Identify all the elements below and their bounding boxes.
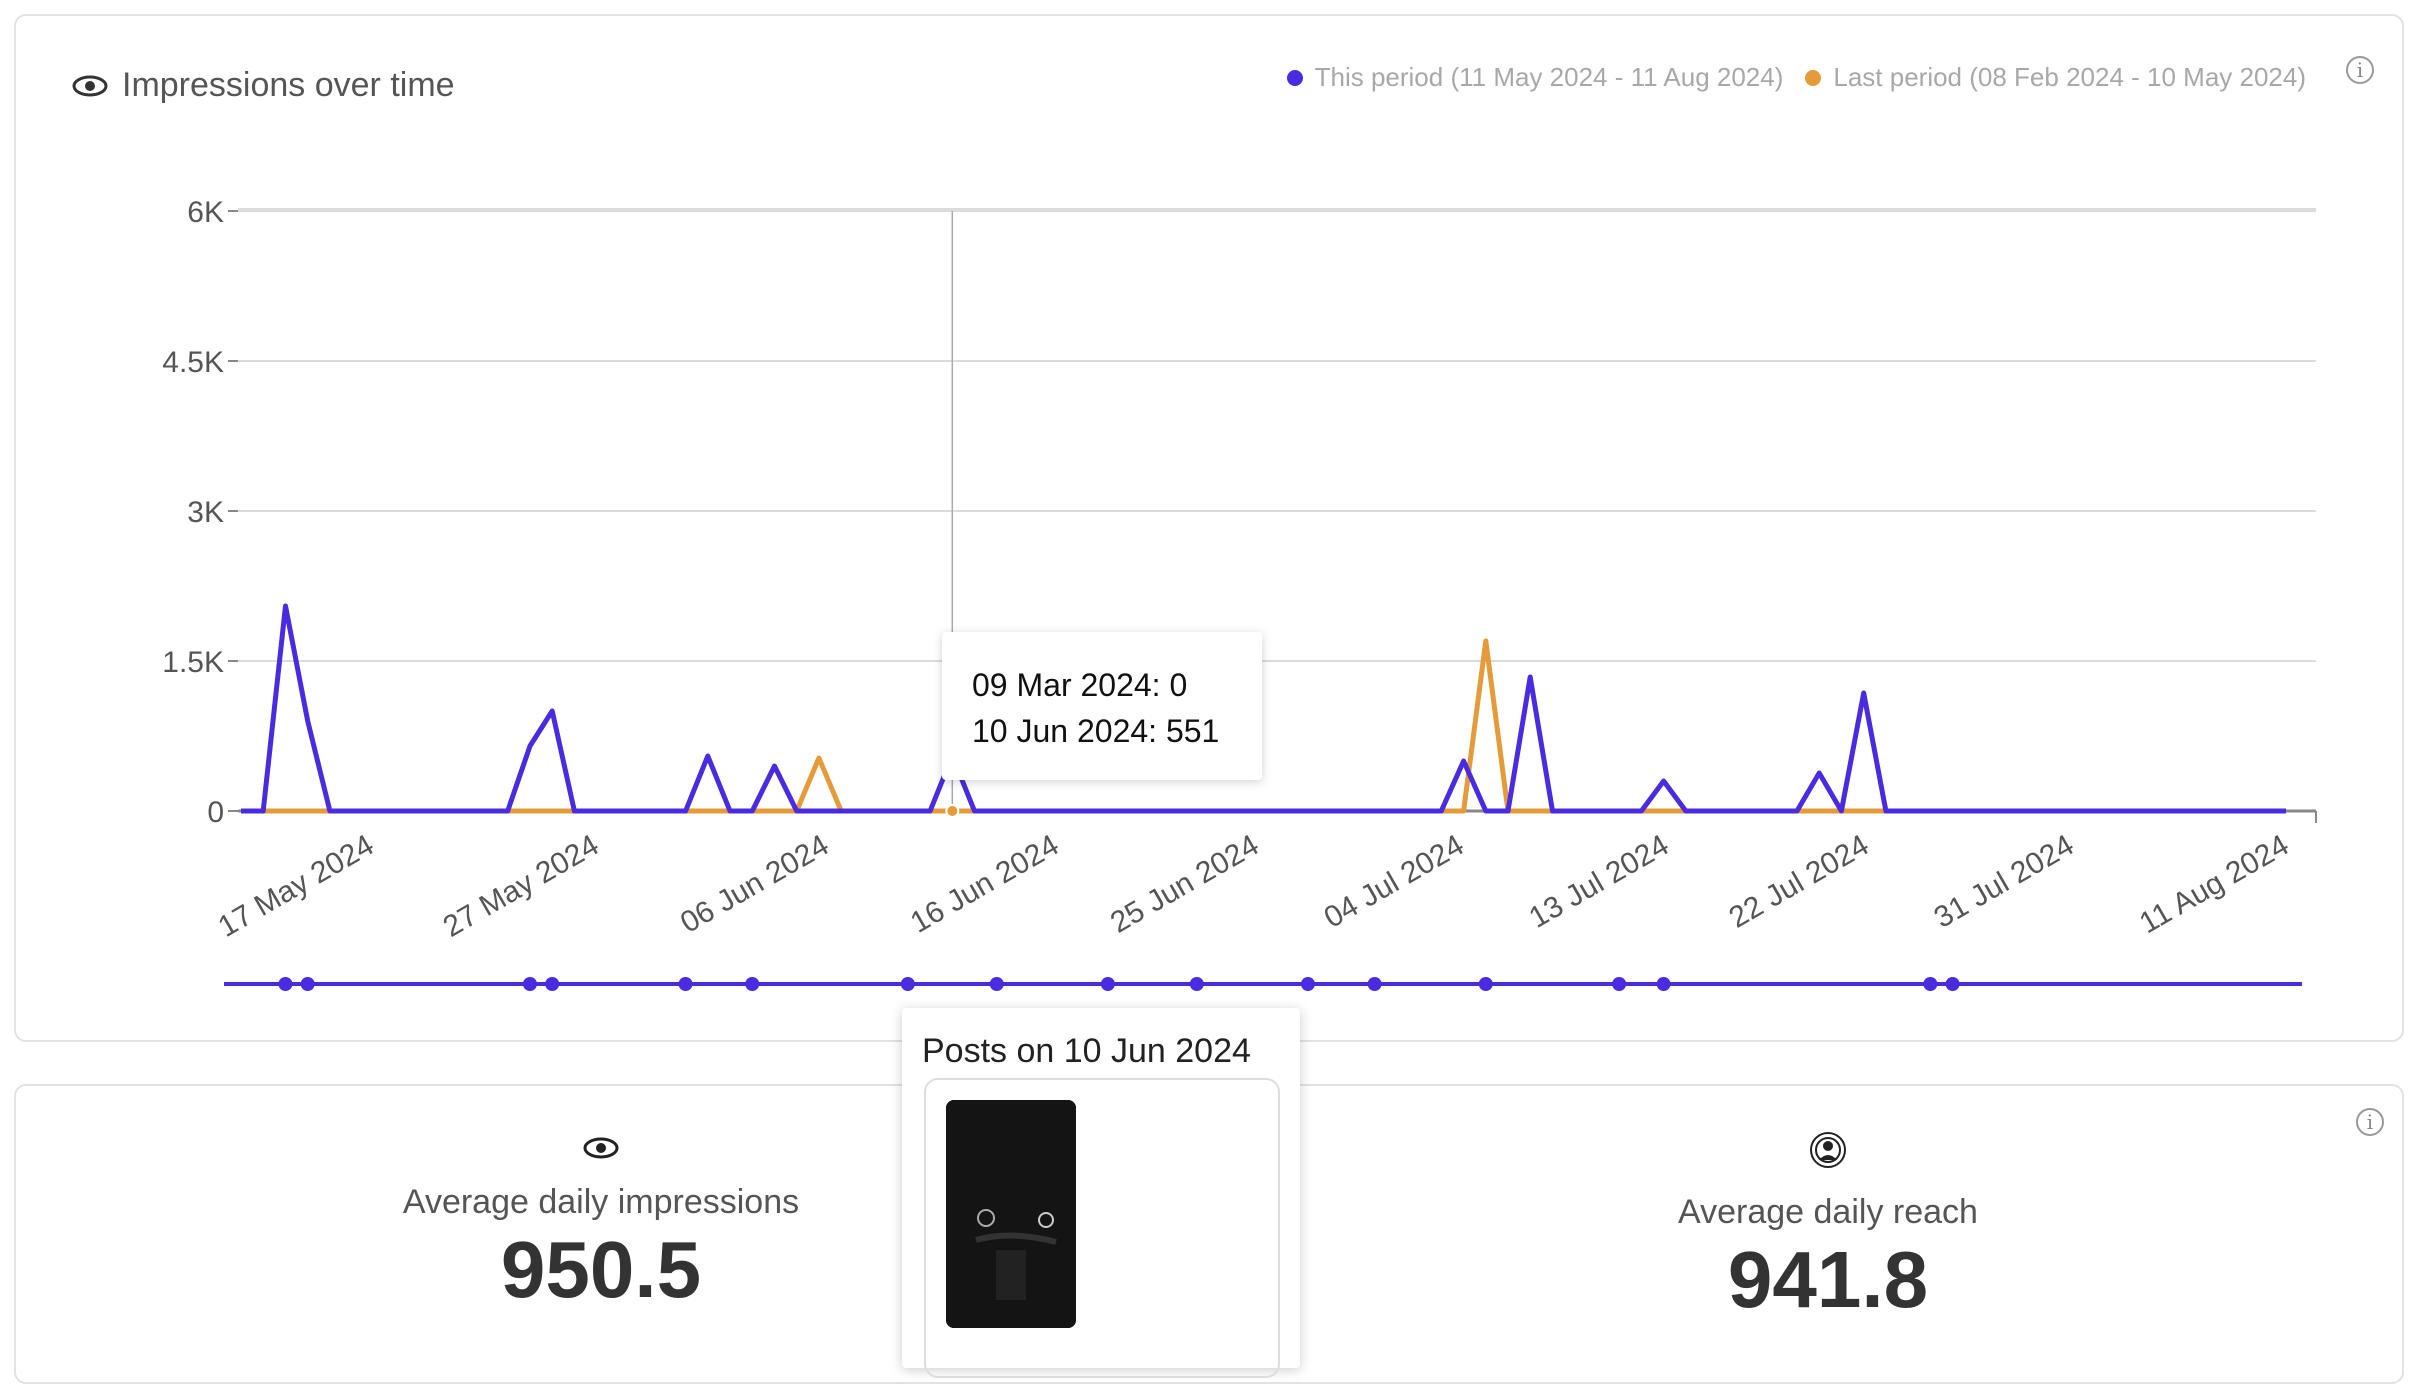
legend-item-last-period[interactable]: Last period (08 Feb 2024 - 10 May 2024): [1805, 62, 2306, 93]
x-tick-label: 16 Jun 2024: [905, 828, 1065, 939]
y-tick-label: 4.5K: [162, 346, 224, 379]
x-tick-label: 31 Jul 2024: [1929, 828, 2080, 934]
x-tick-label: 06 Jun 2024: [675, 828, 835, 939]
impressions-chart-card: Impressions over time This period (11 Ma…: [14, 14, 2404, 1042]
x-tick-label: 11 Aug 2024: [2134, 828, 2295, 940]
post-thumbnail[interactable]: [946, 1100, 1076, 1328]
post-image: [946, 1100, 1076, 1328]
tooltip-line-this-period: 10 Jun 2024: 551: [972, 713, 1220, 749]
post-marker: [545, 977, 560, 991]
post-marker: [1367, 977, 1382, 991]
chart-tooltip: 09 Mar 2024: 0 10 Jun 2024: 551: [942, 632, 1262, 780]
chart-title: Impressions over time: [72, 66, 455, 105]
posts-popup-title: Posts on 10 Jun 2024: [922, 1032, 1251, 1070]
eye-icon: [583, 1137, 619, 1159]
y-tick-label: 1.5K: [162, 646, 224, 679]
post-marker: [1656, 977, 1671, 991]
hover-point-last-period: [945, 804, 960, 818]
posts-list: [924, 1078, 1280, 1378]
x-tick-label: 04 Jul 2024: [1319, 828, 1470, 934]
reach-icon: [1810, 1132, 1846, 1168]
y-tick-label: 3K: [187, 496, 224, 529]
series-line-this-period: [241, 603, 2286, 814]
post-marker: [1945, 977, 1960, 991]
post-marker: [1100, 977, 1115, 991]
stat-value-impressions: 950.5: [500, 1225, 702, 1314]
post-marker: [1300, 977, 1315, 991]
x-tick-label: 22 Jul 2024: [1724, 828, 1875, 934]
legend-label-last-period: Last period (08 Feb 2024 - 10 May 2024): [1833, 62, 2306, 92]
x-tick-label: 17 May 2024: [213, 828, 380, 943]
legend-dot-this-period: [1286, 69, 1303, 86]
post-marker: [278, 977, 293, 991]
tooltip-line-last-period: 09 Mar 2024: 0: [972, 667, 1188, 703]
post-marker: [1189, 977, 1204, 991]
x-tick-label: 13 Jul 2024: [1524, 828, 1675, 934]
post-marker: [900, 977, 915, 991]
chart-title-text: Impressions over time: [122, 66, 455, 104]
post-marker: [745, 977, 760, 991]
stat-avg-impressions: Average daily impressions 950.5: [251, 1136, 951, 1316]
stat-label-reach: Average daily reach: [1678, 1193, 1978, 1231]
chart-legend: This period (11 May 2024 - 11 Aug 2024) …: [1286, 62, 2306, 93]
legend-item-this-period[interactable]: This period (11 May 2024 - 11 Aug 2024): [1286, 62, 1784, 93]
eye-icon: [72, 75, 108, 96]
post-marker: [1478, 977, 1493, 991]
y-tick-label: 0: [207, 796, 224, 829]
stat-value-reach: 941.8: [1727, 1235, 1929, 1324]
stats-info-icon[interactable]: i: [2356, 1108, 2384, 1136]
stat-label-impressions: Average daily impressions: [402, 1183, 800, 1221]
post-marker: [1923, 977, 1938, 991]
posts-popup: Posts on 10 Jun 2024: [902, 1008, 1300, 1378]
x-tick-label: 25 Jun 2024: [1105, 828, 1265, 939]
info-icon[interactable]: i: [2346, 56, 2374, 84]
y-tick-label: 6K: [187, 196, 224, 229]
legend-dot-last-period: [1805, 69, 1822, 86]
legend-label-this-period: This period (11 May 2024 - 11 Aug 2024): [1314, 62, 1784, 92]
x-tick-label: 27 May 2024: [438, 828, 605, 943]
post-marker: [1612, 977, 1627, 991]
stat-avg-reach: Average daily reach 941.8: [1478, 1130, 2178, 1326]
impressions-line-chart: 0 1.5K 3K 4.5K 6K 17 May 2024 27 May 2024 06 Ju…: [162, 196, 2317, 991]
post-marker: [300, 977, 315, 991]
post-marker: [989, 977, 1004, 991]
series-line-last-period: [241, 638, 2286, 814]
post-marker: [522, 977, 537, 991]
post-marker: [678, 977, 693, 991]
